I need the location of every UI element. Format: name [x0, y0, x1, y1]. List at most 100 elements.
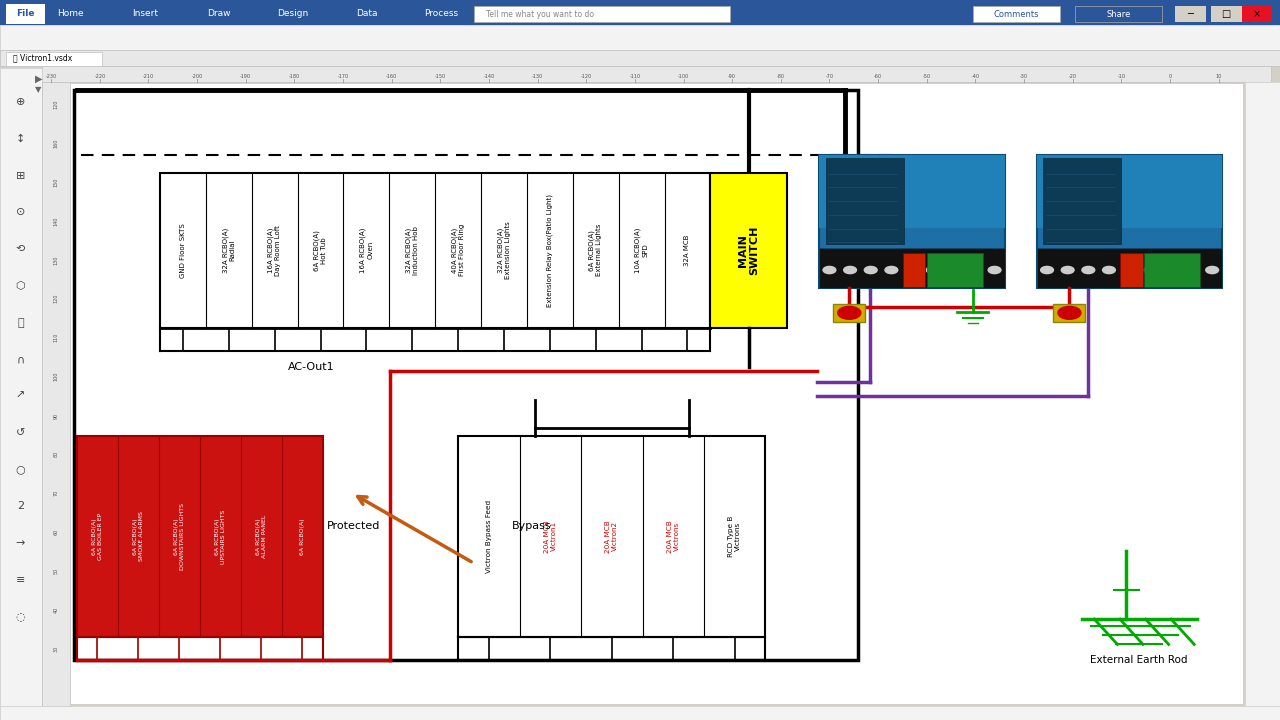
Bar [819, 155, 1005, 288]
Bar [1175, 6, 1206, 22]
Circle shape [1144, 266, 1157, 274]
Text: 100: 100 [54, 372, 59, 382]
Text: 60: 60 [54, 529, 59, 535]
Text: 6A RCBO(A)
Hot Tub: 6A RCBO(A) Hot Tub [314, 230, 328, 271]
Text: 16A RCBO(A)
Oven: 16A RCBO(A) Oven [360, 228, 374, 273]
Circle shape [906, 266, 919, 274]
Text: 30: 30 [54, 646, 59, 652]
Text: 110: 110 [54, 333, 59, 343]
Text: 6A RCBO(A)
SMOKE ALARMS: 6A RCBO(A) SMOKE ALARMS [133, 511, 143, 562]
Text: -170: -170 [338, 74, 348, 78]
Text: 0: 0 [1169, 74, 1171, 78]
Circle shape [864, 266, 877, 274]
Text: ⬡: ⬡ [15, 281, 26, 291]
Text: 32A RCBO(A)
Extension Lights: 32A RCBO(A) Extension Lights [497, 221, 511, 279]
Text: -130: -130 [532, 74, 543, 78]
Bar [927, 253, 983, 287]
Bar [77, 436, 323, 637]
Text: -160: -160 [387, 74, 397, 78]
Circle shape [1057, 307, 1080, 320]
Bar [1211, 6, 1242, 22]
Bar [902, 253, 925, 287]
Bar [160, 173, 710, 328]
Text: 📄 Victron1.vsdx: 📄 Victron1.vsdx [13, 54, 72, 63]
Text: -150: -150 [435, 74, 445, 78]
Bar [819, 248, 1005, 288]
Text: 6A RCBO(A)
DOWNSTAIRS LIGHTS: 6A RCBO(A) DOWNSTAIRS LIGHTS [174, 503, 184, 570]
Bar [833, 304, 865, 322]
Text: MAIN
SWITCH: MAIN SWITCH [739, 225, 759, 275]
Circle shape [1041, 266, 1053, 274]
Text: ⊙: ⊙ [15, 207, 26, 217]
Text: →: → [15, 538, 26, 548]
Text: 32A MCB: 32A MCB [685, 235, 690, 266]
Text: External Earth Rod: External Earth Rod [1091, 655, 1188, 665]
Text: 32A RCBO(A)
Radial: 32A RCBO(A) Radial [221, 228, 236, 273]
Text: 80: 80 [54, 451, 59, 457]
Text: -30: -30 [1020, 74, 1028, 78]
Circle shape [844, 266, 856, 274]
Text: -190: -190 [241, 74, 251, 78]
Bar [474, 6, 730, 22]
Text: Insert: Insert [132, 9, 157, 18]
Text: 140: 140 [54, 216, 59, 226]
Bar [1037, 248, 1222, 288]
Bar [1144, 253, 1201, 287]
Text: 20A MCB
Victron2: 20A MCB Victron2 [605, 520, 618, 553]
Circle shape [1102, 266, 1115, 274]
Text: View: View [580, 9, 600, 18]
Text: 150: 150 [54, 177, 59, 187]
Bar [0, 68, 42, 706]
Bar [1037, 155, 1222, 228]
Bar [819, 155, 1005, 228]
Text: 40: 40 [54, 607, 59, 613]
Bar [0, 706, 1280, 720]
Text: ⟲: ⟲ [15, 244, 26, 254]
Text: File: File [17, 9, 35, 18]
Text: -120: -120 [581, 74, 591, 78]
Text: 120: 120 [54, 99, 59, 109]
Text: ○: ○ [15, 464, 26, 474]
Text: Design: Design [278, 9, 308, 18]
Bar [710, 173, 787, 328]
Circle shape [988, 266, 1001, 274]
Bar [0, 0, 1280, 25]
Bar [826, 158, 904, 245]
Text: AC-Out1: AC-Out1 [288, 362, 334, 372]
Circle shape [1061, 266, 1074, 274]
Text: -10: -10 [1117, 74, 1125, 78]
Text: -110: -110 [630, 74, 640, 78]
Bar [1075, 6, 1162, 22]
Text: 2: 2 [17, 501, 24, 511]
Text: 40A RCBO(A)
First Floor Ring: 40A RCBO(A) First Floor Ring [452, 224, 465, 276]
Text: -20: -20 [1069, 74, 1076, 78]
Bar [1120, 253, 1143, 287]
Bar [1037, 155, 1222, 288]
Text: -50: -50 [923, 74, 931, 78]
Bar [973, 6, 1060, 22]
Text: GND Floor SKTS: GND Floor SKTS [180, 222, 186, 278]
Text: Bypass: Bypass [512, 521, 550, 531]
Text: 6A RCBO(A)
ALARM PANEL: 6A RCBO(A) ALARM PANEL [256, 515, 266, 558]
Text: Protected: Protected [326, 521, 380, 531]
Text: 16A RCBO(A)
Day Room Loft: 16A RCBO(A) Day Room Loft [268, 225, 282, 276]
Bar [6, 52, 102, 66]
Text: 130: 130 [54, 255, 59, 265]
Text: 6A RCBO(A)
UPSTAIRS LIGHTS: 6A RCBO(A) UPSTAIRS LIGHTS [215, 509, 225, 564]
Text: 50: 50 [54, 568, 59, 574]
Text: ◌: ◌ [15, 611, 26, 621]
Text: ▼: ▼ [35, 86, 42, 94]
Text: Comments: Comments [993, 10, 1039, 19]
Bar [42, 66, 1271, 82]
Text: -100: -100 [678, 74, 689, 78]
Text: 70: 70 [54, 490, 59, 496]
Text: ×: × [1253, 9, 1261, 19]
Circle shape [947, 266, 960, 274]
Text: 6A RCBO(A)
GAS BOILER EP: 6A RCBO(A) GAS BOILER EP [92, 513, 102, 560]
Text: -180: -180 [289, 74, 300, 78]
Bar [1242, 6, 1272, 22]
Text: ⬜: ⬜ [17, 318, 24, 328]
Text: □: □ [1221, 9, 1231, 19]
Text: -90: -90 [728, 74, 736, 78]
Text: ⊕: ⊕ [15, 97, 26, 107]
